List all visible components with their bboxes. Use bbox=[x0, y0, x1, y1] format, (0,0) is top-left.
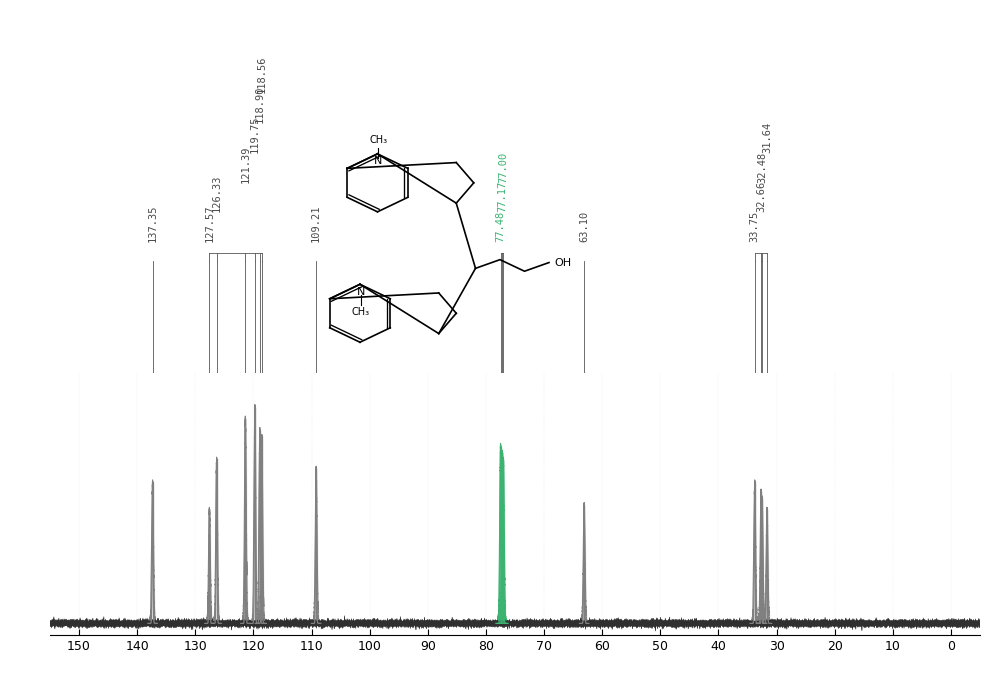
Text: OH: OH bbox=[554, 257, 571, 268]
Text: 118.90: 118.90 bbox=[255, 86, 265, 123]
Text: 32.66: 32.66 bbox=[756, 181, 766, 213]
Text: CH₃: CH₃ bbox=[369, 135, 387, 145]
Text: 127.57: 127.57 bbox=[204, 205, 214, 242]
Text: 137.35: 137.35 bbox=[148, 205, 158, 242]
Text: 63.10: 63.10 bbox=[579, 211, 589, 242]
Text: 119.75: 119.75 bbox=[250, 115, 260, 152]
Text: 32.48: 32.48 bbox=[757, 151, 767, 183]
Text: N: N bbox=[374, 156, 382, 166]
Text: 109.21: 109.21 bbox=[311, 205, 321, 242]
Text: 77.48: 77.48 bbox=[496, 211, 506, 242]
Text: 33.75: 33.75 bbox=[750, 211, 760, 242]
Text: N: N bbox=[356, 286, 365, 297]
Text: 121.39: 121.39 bbox=[240, 145, 250, 183]
Text: 126.33: 126.33 bbox=[212, 175, 222, 213]
Text: 77.00: 77.00 bbox=[498, 151, 508, 183]
Text: 118.56: 118.56 bbox=[257, 56, 267, 93]
Text: 77.17: 77.17 bbox=[497, 181, 507, 213]
Text: CH₃: CH₃ bbox=[352, 308, 370, 317]
Text: 31.64: 31.64 bbox=[762, 121, 772, 152]
